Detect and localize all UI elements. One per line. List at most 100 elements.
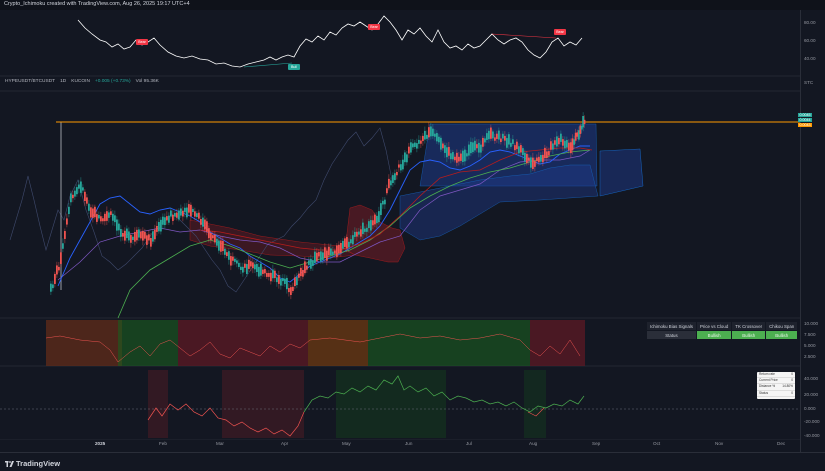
histo-line-red-2 bbox=[527, 407, 545, 417]
histo-bg-green bbox=[336, 370, 446, 438]
candle-body bbox=[232, 256, 234, 261]
candle-body bbox=[234, 258, 236, 262]
legend-timeframe[interactable]: 1D bbox=[60, 79, 67, 84]
candle-body bbox=[466, 153, 468, 157]
candle-body bbox=[438, 136, 440, 143]
histo-line-green-2 bbox=[545, 395, 585, 409]
tradingview-logo[interactable]: TradingView bbox=[5, 459, 60, 468]
candle-body bbox=[406, 154, 408, 163]
candle-body bbox=[538, 156, 540, 163]
candle-body bbox=[583, 119, 586, 125]
candle-body bbox=[352, 235, 354, 245]
candle-body bbox=[250, 261, 252, 267]
candle-body bbox=[376, 215, 378, 224]
candle-body bbox=[134, 232, 136, 242]
candle-body bbox=[72, 194, 74, 199]
candle-body bbox=[238, 262, 240, 267]
candle-body bbox=[576, 132, 579, 137]
candle-body bbox=[266, 272, 268, 277]
time-axis-label: Sep bbox=[592, 441, 601, 446]
candle-body bbox=[460, 153, 462, 161]
candle-body bbox=[240, 266, 242, 271]
candle-body bbox=[210, 233, 212, 241]
candle-body bbox=[579, 125, 582, 134]
candle-body bbox=[464, 149, 466, 162]
candle-body bbox=[566, 139, 568, 148]
candle-body bbox=[324, 247, 326, 258]
candle-body bbox=[440, 137, 442, 150]
candle-body bbox=[550, 141, 552, 150]
candle-body bbox=[514, 145, 516, 151]
time-axis[interactable]: 2025 Feb Mar Apr May Jun Jul Aug Sep Oct… bbox=[0, 440, 800, 450]
candle-body bbox=[162, 216, 164, 225]
candle-body bbox=[540, 154, 542, 162]
candle-body bbox=[170, 210, 172, 217]
stat-label: Distance % bbox=[759, 384, 776, 389]
candle-body bbox=[164, 217, 166, 226]
candle-body bbox=[410, 142, 412, 153]
kijun-red-line bbox=[199, 147, 593, 251]
candle-body bbox=[408, 146, 410, 154]
osc-scale-label: 5.000 bbox=[804, 343, 816, 348]
candle-body bbox=[246, 264, 248, 274]
candle-body bbox=[224, 248, 226, 255]
candle-body bbox=[384, 199, 386, 205]
candle-body bbox=[252, 262, 254, 269]
candle-body bbox=[256, 263, 258, 272]
candle-body bbox=[58, 266, 60, 271]
candle-body bbox=[242, 266, 244, 273]
candle-body bbox=[532, 157, 534, 169]
candle-body bbox=[512, 139, 514, 144]
price-scale[interactable]: 80.00 60.00 40.00 STC 10.000 7.500 5.000… bbox=[800, 10, 825, 452]
osc-zone-red bbox=[46, 320, 122, 366]
legend-symbol[interactable]: HYPEUSDT/BTCUSDT bbox=[5, 79, 56, 84]
candle-body bbox=[226, 252, 228, 257]
time-axis-label: Aug bbox=[529, 441, 538, 446]
candle-body bbox=[166, 216, 168, 221]
time-axis-label: Jul bbox=[466, 441, 472, 446]
candle-body bbox=[570, 142, 572, 154]
candle-body bbox=[526, 153, 528, 164]
legend-change: +0.005 (+0.73%) bbox=[94, 79, 131, 84]
candle-body bbox=[530, 157, 532, 168]
candle-body bbox=[544, 147, 546, 159]
candle-body bbox=[116, 219, 118, 231]
candle-body bbox=[390, 180, 392, 186]
candle-body bbox=[284, 278, 286, 285]
candle-body bbox=[74, 190, 76, 197]
candle-body bbox=[114, 215, 116, 223]
candle-body bbox=[328, 246, 330, 256]
candle-body bbox=[568, 142, 570, 151]
chart-canvas[interactable] bbox=[0, 10, 800, 440]
candle-body bbox=[400, 164, 402, 171]
candle-body bbox=[278, 274, 280, 284]
price-tag-mid: 0.0044 bbox=[798, 118, 812, 123]
candle-body bbox=[494, 137, 496, 141]
candle-body bbox=[120, 228, 122, 237]
candle-body bbox=[230, 256, 232, 266]
bias-table-header: Ichimoku Bias Signals bbox=[646, 321, 697, 331]
candle-body bbox=[174, 213, 176, 217]
candle-body bbox=[436, 133, 438, 142]
candle-body bbox=[340, 243, 342, 253]
candle-body bbox=[188, 204, 190, 213]
rsi-tag-bear-1: Bear bbox=[136, 39, 148, 45]
bias-status-cell: Bullish bbox=[765, 330, 799, 340]
candle-body bbox=[312, 260, 314, 266]
candle-body bbox=[126, 228, 128, 239]
candle-body bbox=[446, 147, 448, 158]
candle-body bbox=[220, 240, 222, 252]
symbol-legend[interactable]: HYPEUSDT/BTCUSDT 1D KUCOIN +0.005 (+0.73… bbox=[5, 79, 159, 84]
legend-source: KUCOIN bbox=[71, 79, 90, 84]
candle-body bbox=[98, 214, 100, 219]
candle-body bbox=[442, 143, 444, 149]
candle-body bbox=[216, 238, 218, 246]
candle-body bbox=[96, 214, 98, 222]
time-axis-label: May bbox=[342, 441, 351, 446]
cloud-bull bbox=[419, 123, 598, 187]
candle-body bbox=[212, 235, 214, 239]
candle-body bbox=[104, 213, 106, 222]
candle-body bbox=[270, 272, 272, 282]
candle-body bbox=[504, 135, 506, 141]
candle-body bbox=[548, 151, 550, 156]
